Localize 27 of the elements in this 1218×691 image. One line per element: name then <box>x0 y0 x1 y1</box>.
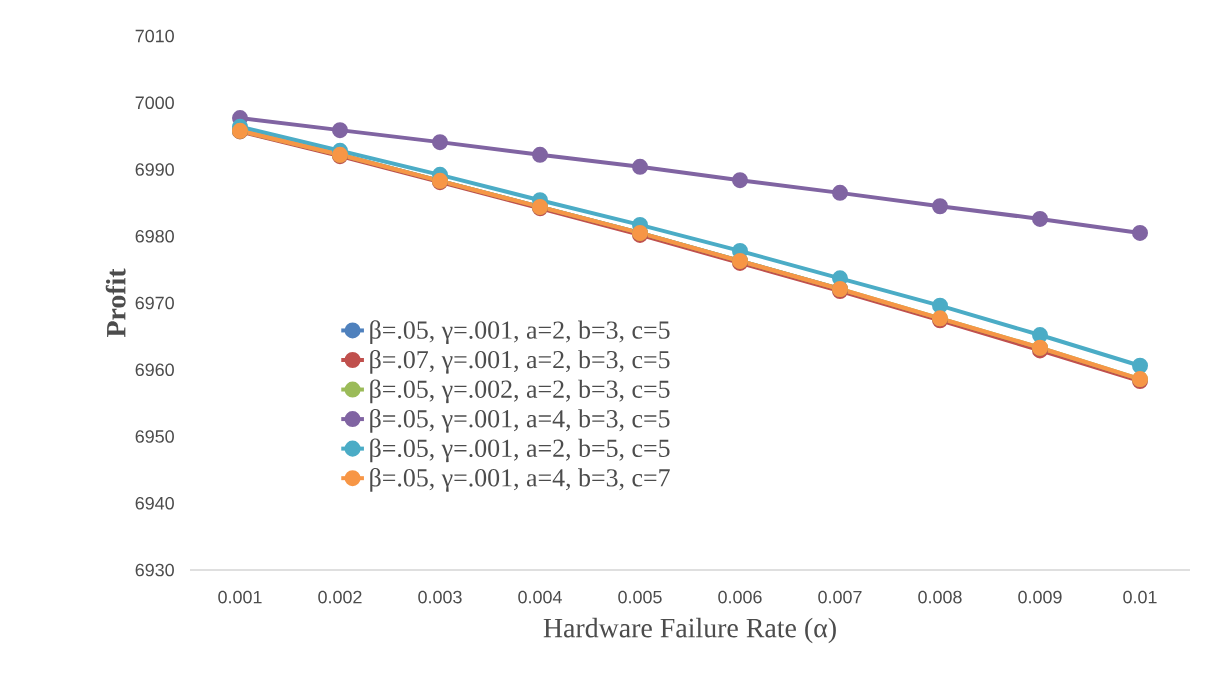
legend-label: β=.05, γ=.001, a=2, b=3, c=5 <box>370 320 670 345</box>
x-tick-label: 0.005 <box>618 590 662 604</box>
x-tick-label: 0.004 <box>518 590 562 604</box>
y-tick-label: 6930 <box>135 563 174 577</box>
x-tick-label: 0.003 <box>418 590 462 604</box>
legend-label: β=.05, γ=.001, a=4, b=3, c=5 <box>370 408 670 433</box>
x-tick-label: 0.001 <box>218 590 262 604</box>
y-tick-label: 6970 <box>135 296 174 310</box>
legend-label: β=.05, γ=.002, a=2, b=3, c=5 <box>370 379 670 404</box>
x-axis-title: Hardware Failure Rate (α) <box>543 617 836 644</box>
x-tick-label: 0.006 <box>718 590 762 604</box>
y-tick-label: 6940 <box>135 496 174 510</box>
y-tick-label: 6980 <box>135 229 174 243</box>
y-axis-title: Profit <box>105 268 126 338</box>
y-tick-label: 6950 <box>135 430 174 443</box>
y-tick-label: 6960 <box>135 363 174 377</box>
y-tick-label: 7000 <box>135 96 174 110</box>
y-tick-label: 6990 <box>135 163 174 176</box>
x-tick-label: 0.009 <box>1018 590 1062 604</box>
y-tick-label: 7010 <box>135 29 174 43</box>
x-tick-label: 0.002 <box>318 590 362 604</box>
legend-label: β=.05, γ=.001, a=2, b=5, c=5 <box>370 438 670 463</box>
x-tick-label: 0.01 <box>1123 590 1157 604</box>
x-tick-label: 0.007 <box>818 590 862 604</box>
x-tick-label: 0.008 <box>918 590 962 604</box>
legend-label: β=.05, γ=.001, a=4, b=3, c=7 <box>370 468 670 492</box>
legend-label: β=.07, γ=.001, a=2, b=3, c=5 <box>370 349 670 374</box>
